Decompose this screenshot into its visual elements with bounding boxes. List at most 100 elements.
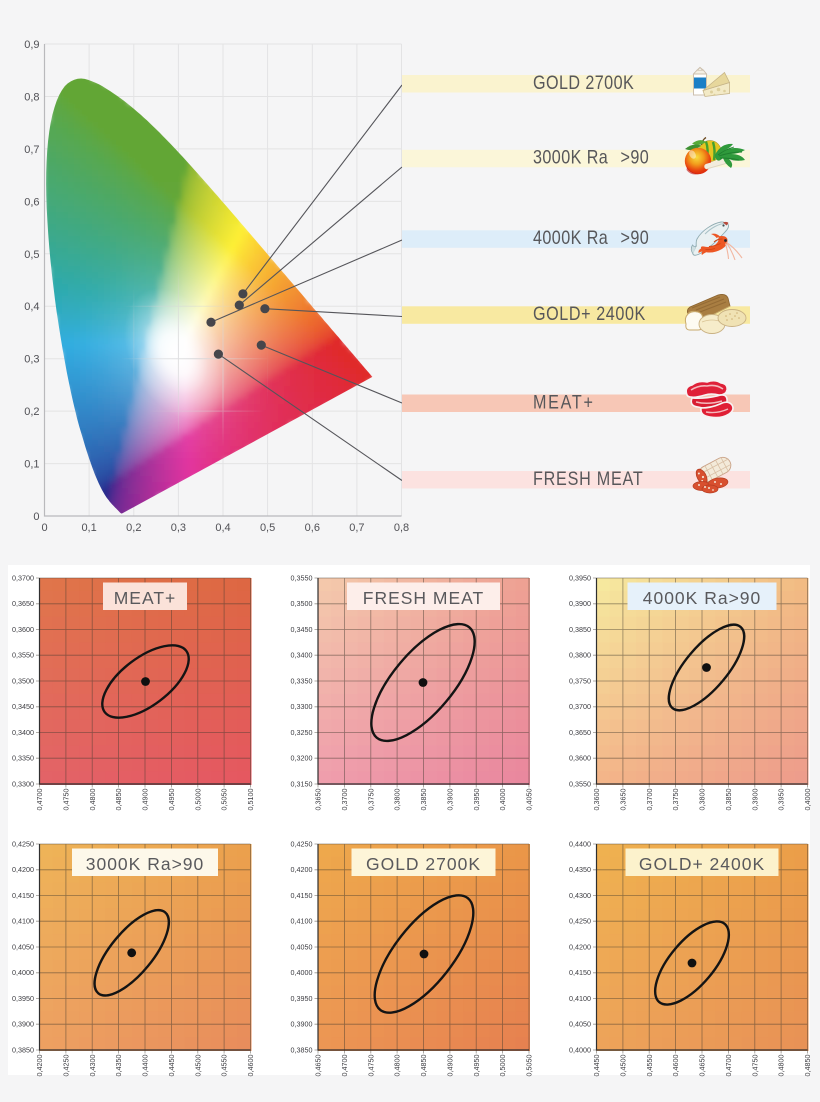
svg-text:0,4: 0,4 bbox=[24, 301, 39, 313]
svg-text:0,1: 0,1 bbox=[81, 522, 96, 534]
svg-text:>90: >90 bbox=[621, 227, 650, 249]
svg-text:0,4450: 0,4450 bbox=[167, 1054, 176, 1076]
svg-text:0,4100: 0,4100 bbox=[291, 917, 313, 926]
svg-text:0,4850: 0,4850 bbox=[114, 788, 123, 810]
svg-text:0,4050: 0,4050 bbox=[525, 788, 534, 810]
svg-text:0,4350: 0,4350 bbox=[569, 865, 591, 874]
svg-text:GOLD+ 2400K: GOLD+ 2400K bbox=[533, 303, 646, 325]
svg-text:0,4650: 0,4650 bbox=[698, 1054, 707, 1076]
svg-text:0,3550: 0,3550 bbox=[12, 651, 34, 660]
svg-text:>90: >90 bbox=[621, 146, 650, 168]
svg-text:0,4800: 0,4800 bbox=[88, 788, 97, 810]
svg-text:0,4950: 0,4950 bbox=[472, 1054, 481, 1076]
svg-text:0,3400: 0,3400 bbox=[291, 651, 313, 660]
svg-text:0,4700: 0,4700 bbox=[724, 1054, 733, 1076]
svg-text:0,4050: 0,4050 bbox=[12, 942, 34, 951]
svg-text:0,3850: 0,3850 bbox=[569, 625, 591, 634]
svg-text:0,4200: 0,4200 bbox=[35, 1054, 44, 1076]
svg-text:0,8: 0,8 bbox=[394, 522, 409, 534]
svg-text:0,3550: 0,3550 bbox=[291, 573, 313, 582]
svg-text:0,4650: 0,4650 bbox=[314, 1054, 323, 1076]
svg-text:0,3950: 0,3950 bbox=[291, 994, 313, 1003]
svg-text:0,3800: 0,3800 bbox=[393, 788, 402, 810]
svg-text:0,5: 0,5 bbox=[260, 522, 275, 534]
svg-text:0,4100: 0,4100 bbox=[12, 917, 34, 926]
svg-text:0,3800: 0,3800 bbox=[569, 651, 591, 660]
svg-text:0,3850: 0,3850 bbox=[291, 1045, 313, 1054]
svg-text:0,4500: 0,4500 bbox=[193, 1054, 202, 1076]
svg-text:0,3900: 0,3900 bbox=[291, 1020, 313, 1029]
svg-text:0,3300: 0,3300 bbox=[291, 702, 313, 711]
svg-text:0,3650: 0,3650 bbox=[619, 788, 628, 810]
svg-text:FRESH MEAT: FRESH MEAT bbox=[363, 588, 485, 608]
svg-text:0,4200: 0,4200 bbox=[12, 865, 34, 874]
svg-text:0,3300: 0,3300 bbox=[12, 779, 34, 788]
svg-text:0,2: 0,2 bbox=[126, 522, 141, 534]
svg-text:0,5000: 0,5000 bbox=[193, 788, 202, 810]
svg-text:0: 0 bbox=[33, 511, 39, 523]
svg-text:0,3450: 0,3450 bbox=[12, 702, 34, 711]
svg-text:0,3150: 0,3150 bbox=[291, 779, 313, 788]
svg-text:4000K Ra: 4000K Ra bbox=[533, 227, 608, 249]
svg-text:0,3550: 0,3550 bbox=[569, 779, 591, 788]
svg-text:0,3650: 0,3650 bbox=[12, 599, 34, 608]
svg-text:0,4150: 0,4150 bbox=[569, 968, 591, 977]
svg-text:0,3250: 0,3250 bbox=[291, 728, 313, 737]
svg-text:0,3350: 0,3350 bbox=[291, 676, 313, 685]
svg-text:0,4350: 0,4350 bbox=[114, 1054, 123, 1076]
svg-text:0,4000: 0,4000 bbox=[12, 968, 34, 977]
svg-text:0,4850: 0,4850 bbox=[419, 1054, 428, 1076]
svg-text:0,4700: 0,4700 bbox=[35, 788, 44, 810]
svg-text:0,4750: 0,4750 bbox=[750, 1054, 759, 1076]
svg-text:0,4: 0,4 bbox=[215, 522, 230, 534]
svg-text:0,4800: 0,4800 bbox=[393, 1054, 402, 1076]
svg-text:0,5100: 0,5100 bbox=[246, 788, 255, 810]
svg-text:0,4250: 0,4250 bbox=[291, 839, 313, 848]
svg-text:3000K Ra>90: 3000K Ra>90 bbox=[86, 854, 205, 874]
svg-text:0,3700: 0,3700 bbox=[645, 788, 654, 810]
svg-text:0,3750: 0,3750 bbox=[366, 788, 375, 810]
svg-text:0,4900: 0,4900 bbox=[141, 788, 150, 810]
svg-text:0,4000: 0,4000 bbox=[569, 1045, 591, 1054]
svg-text:0,8: 0,8 bbox=[24, 92, 39, 104]
svg-text:0,4000: 0,4000 bbox=[498, 788, 507, 810]
svg-text:0,4250: 0,4250 bbox=[569, 917, 591, 926]
svg-text:0,3900: 0,3900 bbox=[12, 1020, 34, 1029]
svg-text:0,5050: 0,5050 bbox=[525, 1054, 534, 1076]
svg-text:0,1: 0,1 bbox=[24, 459, 39, 471]
svg-text:0,2: 0,2 bbox=[24, 406, 39, 418]
svg-text:0,4150: 0,4150 bbox=[12, 891, 34, 900]
svg-text:GOLD 2700K: GOLD 2700K bbox=[533, 72, 634, 94]
svg-text:0,3950: 0,3950 bbox=[777, 788, 786, 810]
svg-text:0,4200: 0,4200 bbox=[569, 942, 591, 951]
svg-text:0,4250: 0,4250 bbox=[62, 1054, 71, 1076]
svg-text:0,3500: 0,3500 bbox=[12, 676, 34, 685]
svg-text:0,7: 0,7 bbox=[349, 522, 364, 534]
svg-text:0,4400: 0,4400 bbox=[141, 1054, 150, 1076]
svg-text:0,4400: 0,4400 bbox=[569, 839, 591, 848]
svg-text:0,3850: 0,3850 bbox=[12, 1045, 34, 1054]
svg-text:0,3600: 0,3600 bbox=[569, 754, 591, 763]
svg-text:0,4250: 0,4250 bbox=[12, 839, 34, 848]
svg-text:0,4300: 0,4300 bbox=[569, 891, 591, 900]
svg-text:0,3800: 0,3800 bbox=[698, 788, 707, 810]
svg-text:GOLD 2700K: GOLD 2700K bbox=[366, 854, 481, 874]
svg-text:0,3600: 0,3600 bbox=[592, 788, 601, 810]
svg-text:0,4850: 0,4850 bbox=[803, 1054, 812, 1076]
svg-text:0,4300: 0,4300 bbox=[88, 1054, 97, 1076]
svg-text:0,3650: 0,3650 bbox=[314, 788, 323, 810]
svg-text:0,9: 0,9 bbox=[24, 39, 39, 51]
svg-text:0,3500: 0,3500 bbox=[291, 599, 313, 608]
svg-text:0,4150: 0,4150 bbox=[291, 891, 313, 900]
svg-text:0,3450: 0,3450 bbox=[291, 625, 313, 634]
svg-text:0,3: 0,3 bbox=[171, 522, 186, 534]
svg-text:0,4750: 0,4750 bbox=[366, 1054, 375, 1076]
svg-text:0,4500: 0,4500 bbox=[619, 1054, 628, 1076]
svg-text:0,3850: 0,3850 bbox=[419, 788, 428, 810]
svg-text:0,4200: 0,4200 bbox=[291, 865, 313, 874]
svg-text:0,7: 0,7 bbox=[24, 144, 39, 156]
svg-text:0,3750: 0,3750 bbox=[671, 788, 680, 810]
svg-text:0,3850: 0,3850 bbox=[724, 788, 733, 810]
svg-text:0,3950: 0,3950 bbox=[12, 994, 34, 1003]
svg-text:0,4000: 0,4000 bbox=[291, 968, 313, 977]
